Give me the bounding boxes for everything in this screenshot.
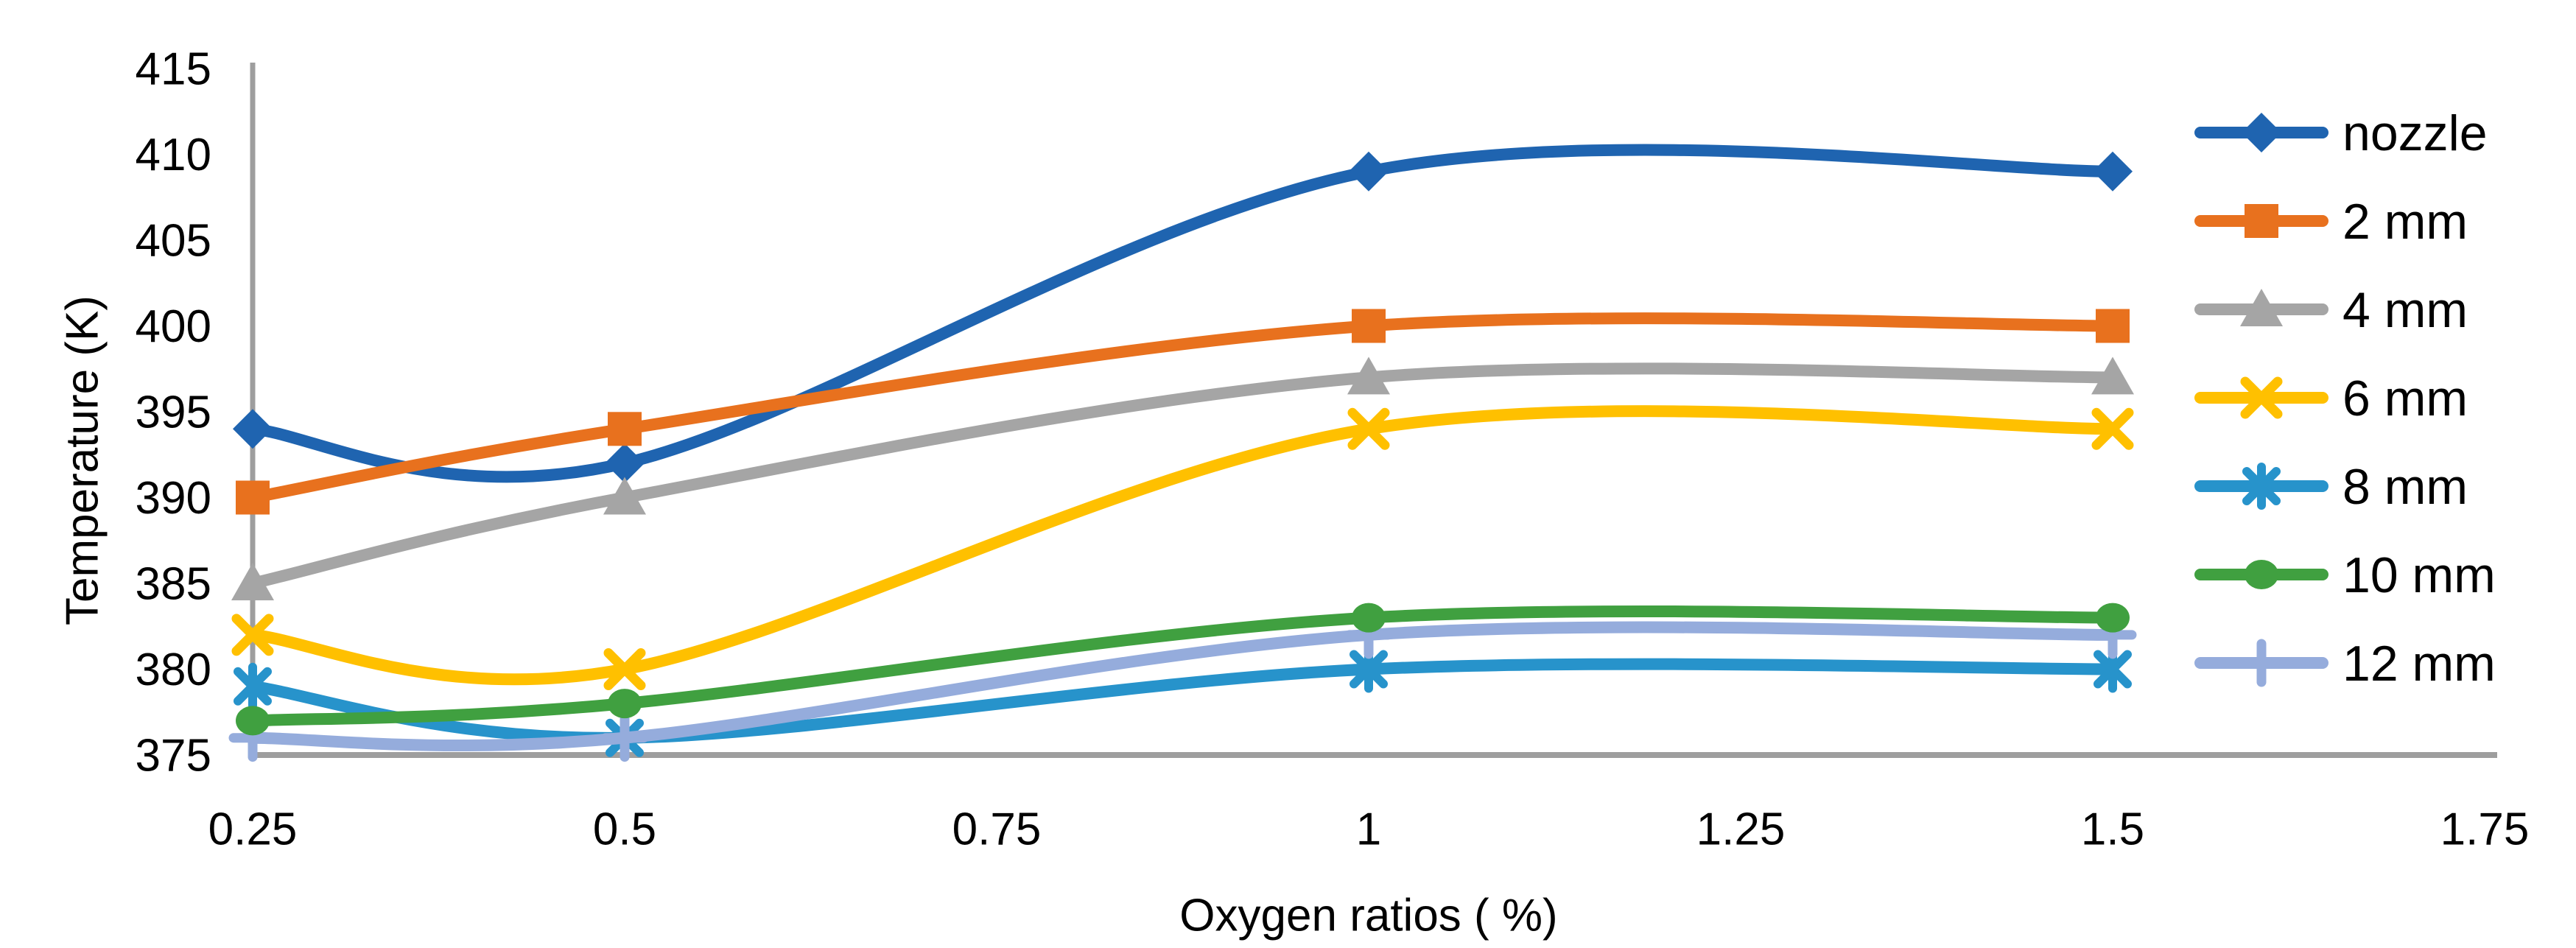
- y-tick: 415: [136, 44, 211, 95]
- legend-label-nozzle: nozzle: [2342, 105, 2488, 161]
- marker-nozzle-2: [1349, 151, 1389, 192]
- marker-8mm-0: [234, 662, 272, 710]
- series-line-6mm: [247, 405, 2119, 686]
- y-axis-title: Temperature (K): [57, 295, 108, 625]
- x-tick: 1.75: [2440, 804, 2530, 855]
- marker-2mm-1: [608, 412, 642, 446]
- series-line-8mm: [247, 658, 2119, 744]
- legend-marker-6mm: [2240, 376, 2283, 419]
- marker-10mm-1: [608, 689, 642, 719]
- legend-marker-10mm: [2245, 560, 2278, 589]
- legend-marker-8mm: [2242, 463, 2281, 510]
- marker-6mm-1: [603, 648, 646, 690]
- marker-10mm-2: [1352, 603, 1386, 633]
- marker-2mm-2: [1352, 309, 1386, 343]
- x-tick: 0.25: [208, 804, 298, 855]
- marker-6mm-2: [1347, 407, 1390, 450]
- marker-10mm-3: [2096, 603, 2130, 633]
- legend-marker-2mm: [2245, 204, 2278, 238]
- legend-label-2mm: 2 mm: [2342, 194, 2468, 250]
- y-tick: 375: [136, 731, 211, 782]
- y-tick: 410: [136, 130, 211, 180]
- marker-4mm-0: [231, 563, 274, 600]
- y-tick: 400: [136, 301, 211, 352]
- marker-nozzle-3: [2093, 151, 2133, 192]
- y-tick: 395: [136, 387, 211, 438]
- x-tick: 1: [1356, 804, 1381, 855]
- x-axis-tick-labels: 0.25 0.5 0.75 1 1.25 1.5 1.75: [208, 804, 2530, 855]
- series-line-12mm: [247, 621, 2119, 752]
- y-tick: 385: [136, 559, 211, 610]
- legend-label-4mm: 4 mm: [2342, 282, 2468, 338]
- y-tick: 405: [136, 216, 211, 267]
- marker-2mm-0: [236, 480, 270, 515]
- y-axis-tick-labels: 415 410 405 400 395 390 385 380 375: [136, 44, 211, 782]
- x-tick: 0.5: [593, 804, 656, 855]
- x-tick: 0.75: [952, 804, 1042, 855]
- legend-label-8mm: 8 mm: [2342, 459, 2468, 515]
- legend-marker-4mm: [2240, 289, 2283, 326]
- legend-label-10mm: 10 mm: [2342, 547, 2496, 603]
- x-axis-title: Oxygen ratios ( %): [1179, 891, 1557, 941]
- x-tick: 1.25: [1696, 804, 1786, 855]
- legend: nozzle 2 mm 4 mm 6 mm 8 mm 10 mm 12 mm: [2342, 105, 2496, 692]
- marker-6mm-0: [231, 614, 274, 656]
- marker-2mm-3: [2096, 309, 2130, 343]
- marker-6mm-3: [2091, 407, 2134, 450]
- marker-nozzle-1: [605, 443, 645, 483]
- marker-4mm-3: [2091, 357, 2134, 395]
- series-line-10mm: [247, 605, 2119, 727]
- marker-10mm-0: [236, 706, 270, 736]
- legend-marker-nozzle: [2242, 113, 2281, 152]
- legend-marker-12mm: [2237, 639, 2286, 687]
- y-tick: 380: [136, 645, 211, 695]
- marker-12mm-1: [600, 714, 649, 762]
- plot-layer: [228, 63, 2497, 762]
- y-tick: 390: [136, 473, 211, 524]
- legend-label-12mm: 12 mm: [2342, 636, 2496, 692]
- series-line-nozzle: [247, 144, 2119, 483]
- series-line-4mm: [247, 362, 2119, 589]
- marker-4mm-1: [603, 477, 646, 515]
- series-line-2mm: [247, 312, 2119, 504]
- legend-label-6mm: 6 mm: [2342, 371, 2468, 426]
- marker-nozzle-0: [233, 409, 273, 449]
- marker-4mm-2: [1347, 357, 1390, 395]
- x-tick: 1.5: [2081, 804, 2144, 855]
